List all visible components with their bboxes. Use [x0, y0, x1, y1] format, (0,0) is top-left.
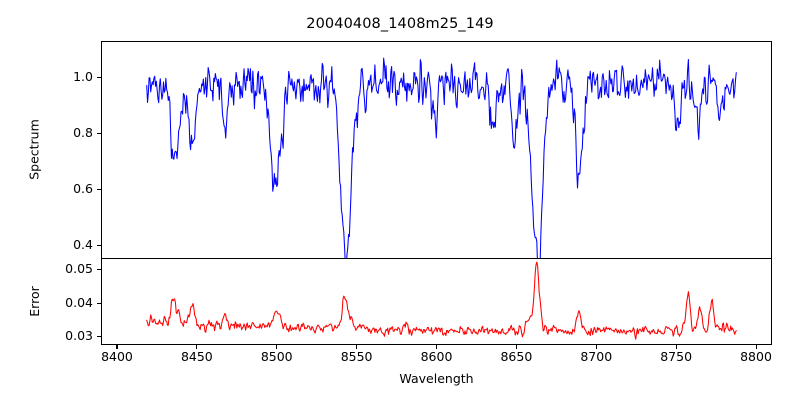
spectrum-y-tick-label: 0.8 [73, 124, 93, 140]
x-tick-label: 8600 [420, 349, 453, 364]
spectrum-y-tick-label: 1.0 [73, 68, 93, 84]
error-y-tick-mark [97, 302, 101, 304]
spectrum-y-tick-mark [97, 132, 101, 134]
x-tick-mark [116, 345, 118, 349]
x-tick-label: 8500 [260, 349, 293, 364]
spectrum-y-tick-label: 0.4 [73, 236, 93, 252]
x-tick-mark [595, 345, 597, 349]
x-tick-mark [675, 345, 677, 349]
error-y-tick-mark [97, 269, 101, 271]
spectrum-axis-label: Spectrum [26, 119, 42, 180]
x-tick-mark [436, 345, 438, 349]
x-axis-label: Wavelength [399, 371, 474, 386]
spectrum-y-tick-mark [97, 188, 101, 190]
x-tick-mark [356, 345, 358, 349]
spectrum-panel[interactable] [101, 41, 772, 259]
spectrum-y-tick-label: 0.6 [73, 180, 93, 196]
x-tick-mark [196, 345, 198, 349]
error-line-series [146, 261, 737, 340]
x-tick-label: 8650 [500, 349, 533, 364]
x-tick-label: 8750 [660, 349, 693, 364]
error-y-tick-label: 0.03 [65, 328, 93, 344]
error-y-tick-mark [97, 336, 101, 338]
error-axis-label: Error [26, 285, 42, 317]
x-tick-label: 8800 [740, 349, 772, 364]
error-y-tick-label: 0.05 [65, 261, 93, 277]
x-tick-label: 8450 [180, 349, 213, 364]
plot-title: 20040408_1408m25_149 [306, 16, 494, 32]
error-y-tick-label: 0.04 [65, 294, 93, 310]
x-tick-label: 8550 [340, 349, 373, 364]
spectrum-y-tick-mark [97, 244, 101, 246]
error-panel[interactable] [101, 258, 772, 345]
x-tick-label: 8400 [101, 349, 133, 364]
spectrum-y-tick-mark [97, 76, 101, 78]
x-tick-mark [276, 345, 278, 349]
x-tick-mark [755, 345, 757, 349]
x-tick-label: 8700 [580, 349, 613, 364]
x-tick-mark [515, 345, 518, 349]
spectrum-line-series [146, 57, 737, 258]
